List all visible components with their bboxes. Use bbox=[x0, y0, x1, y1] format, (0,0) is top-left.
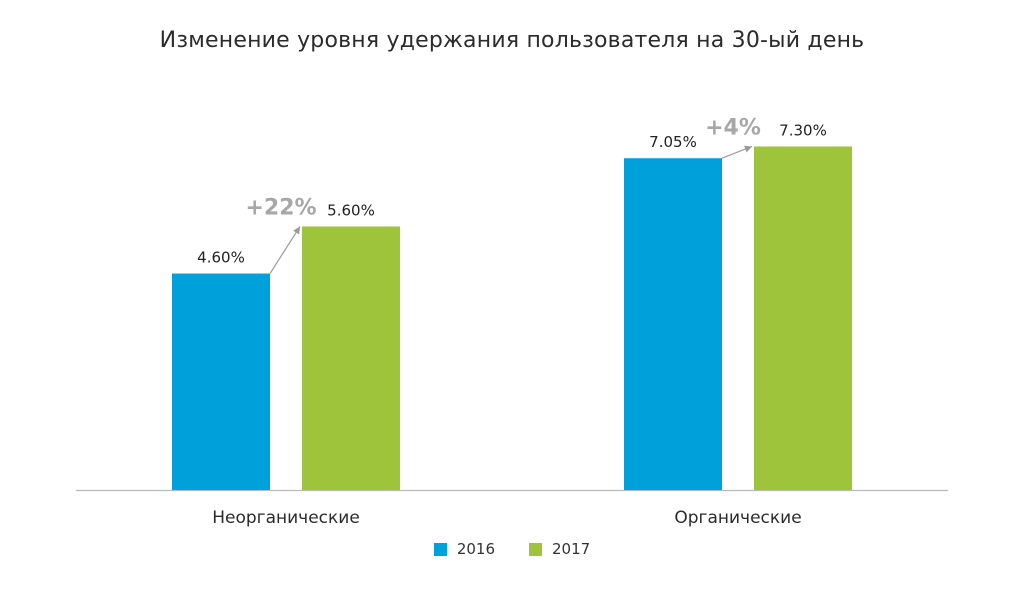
growth-annotation-inorganic: +22% bbox=[245, 195, 316, 220]
growth-annotation-organic: +4% bbox=[705, 115, 761, 140]
data-label-2017-inorganic: 5.60% bbox=[327, 201, 375, 219]
bar-2016-inorganic bbox=[172, 273, 270, 490]
category-label-inorganic: Неорганические bbox=[212, 508, 360, 528]
growth-arrow-inorganic bbox=[269, 226, 301, 274]
legend-item-2016: 2016 bbox=[433, 540, 495, 558]
bar-2017-organic bbox=[754, 146, 852, 490]
legend-label-2016: 2016 bbox=[456, 540, 495, 558]
category-label-organic: Органические bbox=[674, 508, 801, 528]
legend: 2016 2017 bbox=[0, 540, 1024, 558]
data-label-2016-inorganic: 4.60% bbox=[197, 249, 245, 267]
growth-arrow-organic bbox=[721, 145, 753, 159]
data-label-2016-organic: 7.05% bbox=[649, 133, 697, 151]
legend-swatch-2016 bbox=[433, 542, 447, 556]
bar-2016-organic bbox=[624, 158, 722, 490]
chart-title: Изменение уровня удержания пользователя … bbox=[159, 28, 865, 53]
legend-swatch-2017 bbox=[529, 542, 542, 556]
legend-label-2017: 2017 bbox=[552, 540, 591, 558]
bar-2017-inorganic bbox=[302, 226, 400, 490]
data-label-2017-organic: 7.30% bbox=[779, 121, 827, 139]
legend-item-2017: 2017 bbox=[529, 540, 590, 558]
